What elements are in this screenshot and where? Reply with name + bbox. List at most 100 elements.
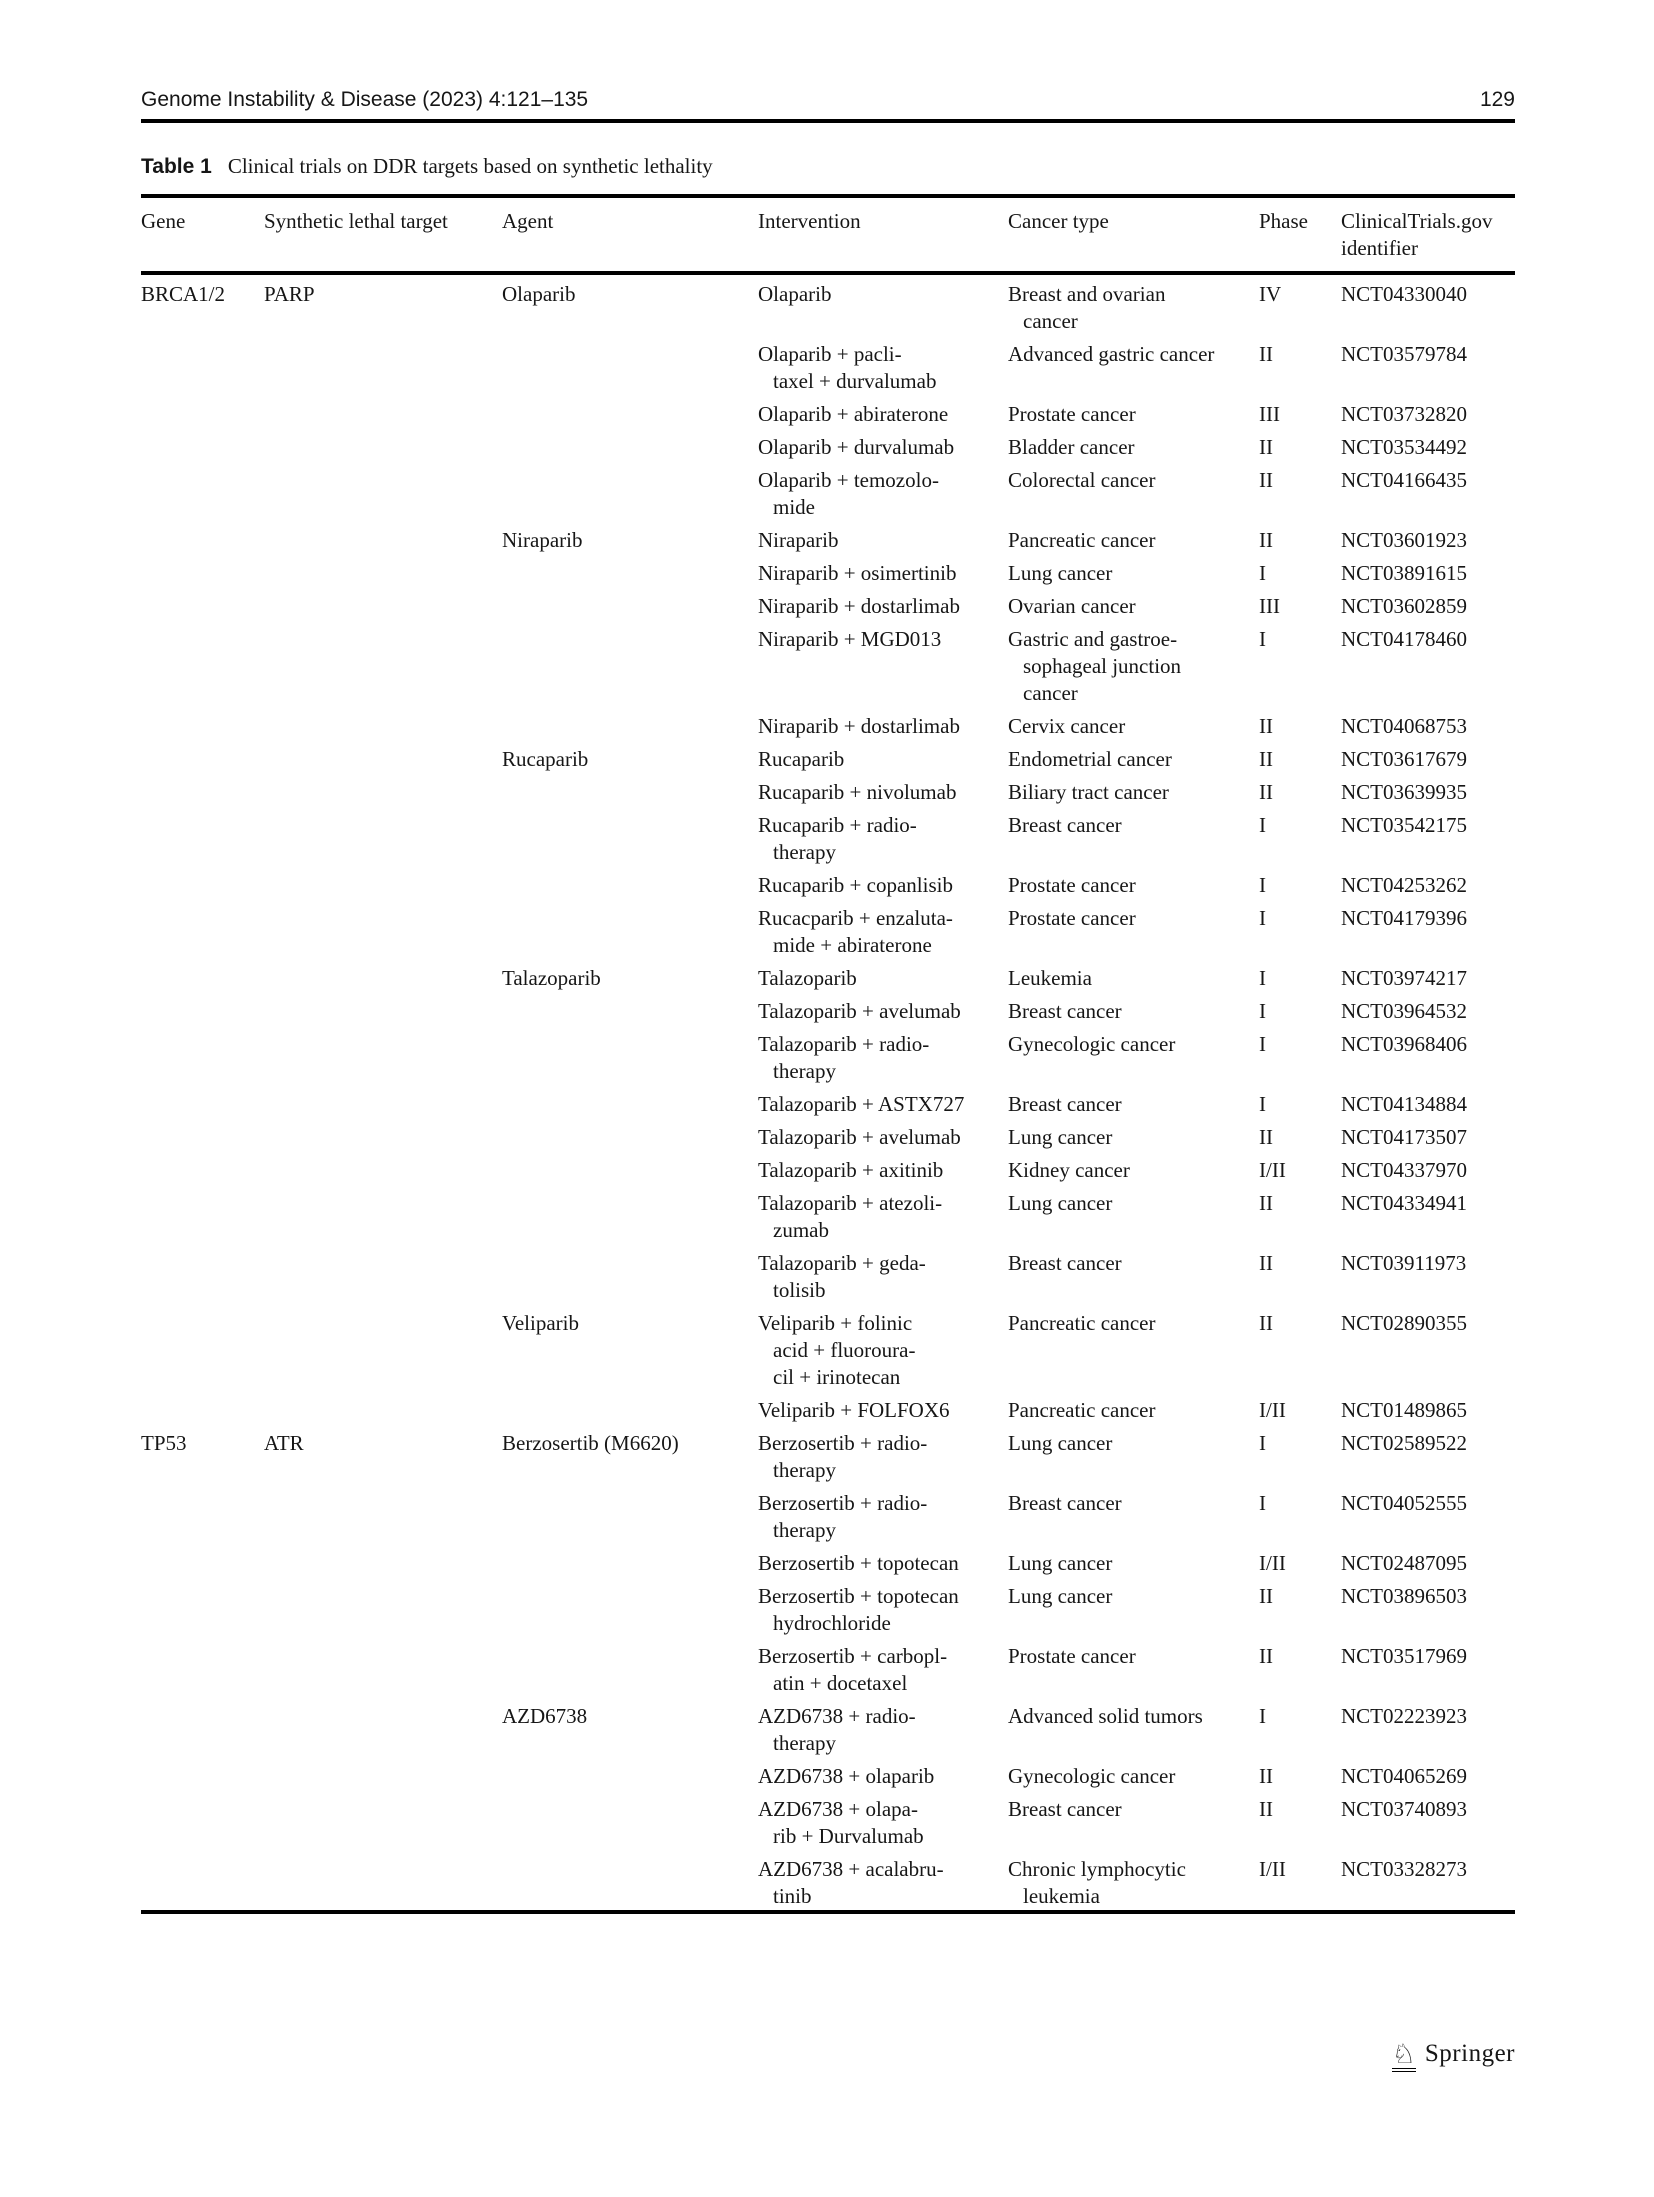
cell-gene: TP53 (141, 1431, 187, 1455)
cell-intervention: Talazoparib + geda- tolisib (758, 1251, 926, 1302)
cell-phase: II (1259, 435, 1273, 459)
cell-nct: NCT03602859 (1341, 594, 1467, 618)
cell-intervention: Talazoparib + radio- therapy (758, 1032, 930, 1083)
cell-target (264, 587, 502, 620)
table-row: AZD6738 + olapa- rib + Durvalumab Breast … (141, 1790, 1515, 1850)
cell-agent (502, 1244, 758, 1304)
cell-cancer: Breast cancer (1008, 1797, 1122, 1821)
cell-target (264, 428, 502, 461)
cell-nct: NCT03891615 (1341, 561, 1467, 585)
cell-intervention: Rucaparib + radio- therapy (758, 813, 917, 864)
cell-gene (141, 1544, 264, 1577)
cell-agent: AZD6738 (502, 1704, 588, 1728)
table-row: Berzosertib + topotecan Lung cancer I/II NC… (141, 1544, 1515, 1577)
cell-nct: NCT03601923 (1341, 528, 1467, 552)
cell-phase: I (1259, 873, 1266, 897)
cell-intervention: Talazoparib + axitinib (758, 1158, 944, 1182)
cell-intervention: Berzosertib + topotecan hydrochloride (758, 1584, 959, 1635)
cell-intervention: Talazoparib (758, 966, 857, 990)
cell-phase: I/II (1259, 1398, 1286, 1422)
cell-gene (141, 1118, 264, 1151)
cell-intervention: Veliparib + folinic acid + fluoroura- ci… (758, 1311, 916, 1389)
table-row: Berzosertib + radio- therapy Breast cance… (141, 1484, 1515, 1544)
cell-nct: NCT01489865 (1341, 1398, 1467, 1422)
cell-agent (502, 1151, 758, 1184)
cell-cancer: Lung cancer (1008, 1551, 1113, 1575)
cell-cancer: Prostate cancer (1008, 402, 1136, 426)
cell-cancer: Advanced gastric cancer (1008, 342, 1215, 366)
cell-intervention: Niraparib + dostarlimab (758, 594, 960, 618)
cell-nct: NCT02223923 (1341, 1704, 1467, 1728)
cell-agent (502, 866, 758, 899)
cell-gene (141, 461, 264, 521)
cell-gene (141, 1484, 264, 1544)
cell-gene (141, 1151, 264, 1184)
table-row: Berzosertib + carbopl- atin + docetaxel P… (141, 1637, 1515, 1697)
cell-cancer: Biliary tract cancer (1008, 780, 1169, 804)
cell-intervention: Niraparib (758, 528, 839, 552)
cell-phase: I (1259, 1431, 1266, 1455)
journal-reference: Genome Instability & Disease (2023) 4:12… (141, 88, 589, 111)
cell-intervention: Rucaparib (758, 747, 845, 771)
cell-target (264, 707, 502, 740)
table-row: Talazoparib Talazoparib Leukemia I NCT039742… (141, 959, 1515, 992)
clinical-trials-table: Gene Synthetic lethal target Agent Inter… (141, 194, 1515, 1914)
cell-gene (141, 395, 264, 428)
cell-cancer: Breast cancer (1008, 1251, 1122, 1275)
cell-target (264, 554, 502, 587)
cell-nct: NCT03732820 (1341, 402, 1467, 426)
cell-agent (502, 428, 758, 461)
cell-cancer: Pancreatic cancer (1008, 1398, 1156, 1422)
cell-target (264, 620, 502, 707)
cell-gene (141, 335, 264, 395)
cell-cancer: Prostate cancer (1008, 906, 1136, 930)
cell-intervention: Berzosertib + radio- therapy (758, 1491, 928, 1542)
cell-phase: I (1259, 999, 1266, 1023)
cell-phase: I/II (1259, 1857, 1286, 1881)
cell-agent: Niraparib (502, 528, 583, 552)
cell-gene (141, 899, 264, 959)
cell-target (264, 461, 502, 521)
cell-cancer: Endometrial cancer (1008, 747, 1172, 771)
cell-gene (141, 707, 264, 740)
cell-cancer: Gynecologic cancer (1008, 1032, 1176, 1056)
cell-gene (141, 1637, 264, 1697)
cell-target (264, 806, 502, 866)
cell-nct: NCT04166435 (1341, 468, 1467, 492)
cell-agent (502, 992, 758, 1025)
table-header-row: Gene Synthetic lethal target Agent Inter… (141, 196, 1515, 275)
cell-intervention: Berzosertib + carbopl- atin + docetaxel (758, 1644, 948, 1695)
cell-nct: NCT04065269 (1341, 1764, 1467, 1788)
cell-intervention: Olaparib + temozolo- mide (758, 468, 939, 519)
cell-target (264, 1244, 502, 1304)
cell-phase: I (1259, 906, 1266, 930)
cell-nct: NCT03542175 (1341, 813, 1467, 837)
column-header-cancer-type: Cancer type (1008, 196, 1259, 275)
table-row: Olaparib + temozolo- mide Colorectal canc… (141, 461, 1515, 521)
cell-agent (502, 707, 758, 740)
cell-nct: NCT03896503 (1341, 1584, 1467, 1608)
table-row: TP53 ATR Berzosertib (M6620) Berzosertib + … (141, 1424, 1515, 1484)
column-header-agent: Agent (502, 196, 758, 275)
cell-gene (141, 1025, 264, 1085)
table-row: Rucaparib Rucaparib Endometrial cancer II NC… (141, 740, 1515, 773)
cell-intervention: Olaparib + durvalumab (758, 435, 955, 459)
cell-target (264, 1391, 502, 1424)
cell-target (264, 1637, 502, 1697)
cell-gene (141, 1391, 264, 1424)
cell-cancer: Lung cancer (1008, 1431, 1113, 1455)
table-row: Niraparib + MGD013 Gastric and gastroe- s… (141, 620, 1515, 707)
publisher-name: Springer (1424, 2040, 1515, 2067)
cell-cancer: Bladder cancer (1008, 435, 1135, 459)
table-caption-label: Table 1 (141, 155, 212, 178)
cell-nct: NCT02487095 (1341, 1551, 1467, 1575)
cell-agent (502, 1484, 758, 1544)
table-row: Talazoparib + atezoli- zumab Lung cancer I… (141, 1184, 1515, 1244)
cell-phase: IV (1259, 282, 1282, 306)
cell-intervention: Niraparib + osimertinib (758, 561, 957, 585)
cell-gene (141, 587, 264, 620)
cell-agent (502, 554, 758, 587)
cell-cancer: Pancreatic cancer (1008, 1311, 1156, 1335)
cell-cancer: Kidney cancer (1008, 1158, 1130, 1182)
cell-nct: NCT03974217 (1341, 966, 1467, 990)
